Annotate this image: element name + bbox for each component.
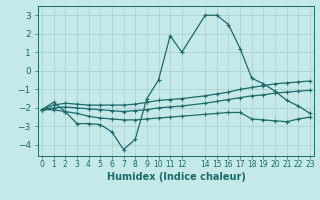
X-axis label: Humidex (Indice chaleur): Humidex (Indice chaleur)	[107, 172, 245, 182]
